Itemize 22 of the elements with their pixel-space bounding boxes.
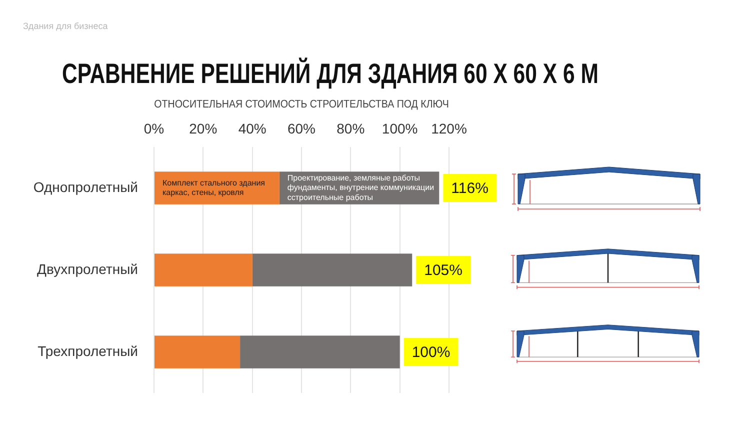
x-tick-label: 100% [382,120,418,136]
x-tick-label: 20% [189,120,218,136]
total-label: 105% [424,262,462,280]
total-label: 116% [451,180,488,198]
x-tick-label: 40% [238,120,266,136]
text: Здания для бизнеса [23,21,108,31]
series-label: Комплект стального здания каркас, стены, кровля [162,178,266,198]
series-label: Проектирование, земляные работы фундаменты, внутрение коммуникации сстроительные работы [287,174,434,202]
bar [240,336,400,368]
x-axis-title: ОТНОСИТЕЛЬНАЯ СТОИМОСТЬ СТРОИТЕЛЬСТВА ПОД КЛЮЧ [154,99,449,111]
x-tick-label: 0% [144,120,164,136]
y-tick-label: Трехпролетный [38,342,138,359]
bar [154,254,252,286]
bar [154,336,240,368]
bar [252,254,412,286]
x-tick-label: 60% [287,120,316,136]
total-label: 100% [412,344,450,362]
x-tick-label: 80% [336,120,365,136]
y-tick-label: Однопролетный [33,178,138,195]
chart-title: СРАВНЕНИЕ РЕШЕНИЙ ДЛЯ ЗДАНИЯ 60 X 60 X 6 М [62,58,598,90]
x-tick-label: 120% [431,120,467,136]
y-tick-label: Двухпролетный [37,260,138,277]
